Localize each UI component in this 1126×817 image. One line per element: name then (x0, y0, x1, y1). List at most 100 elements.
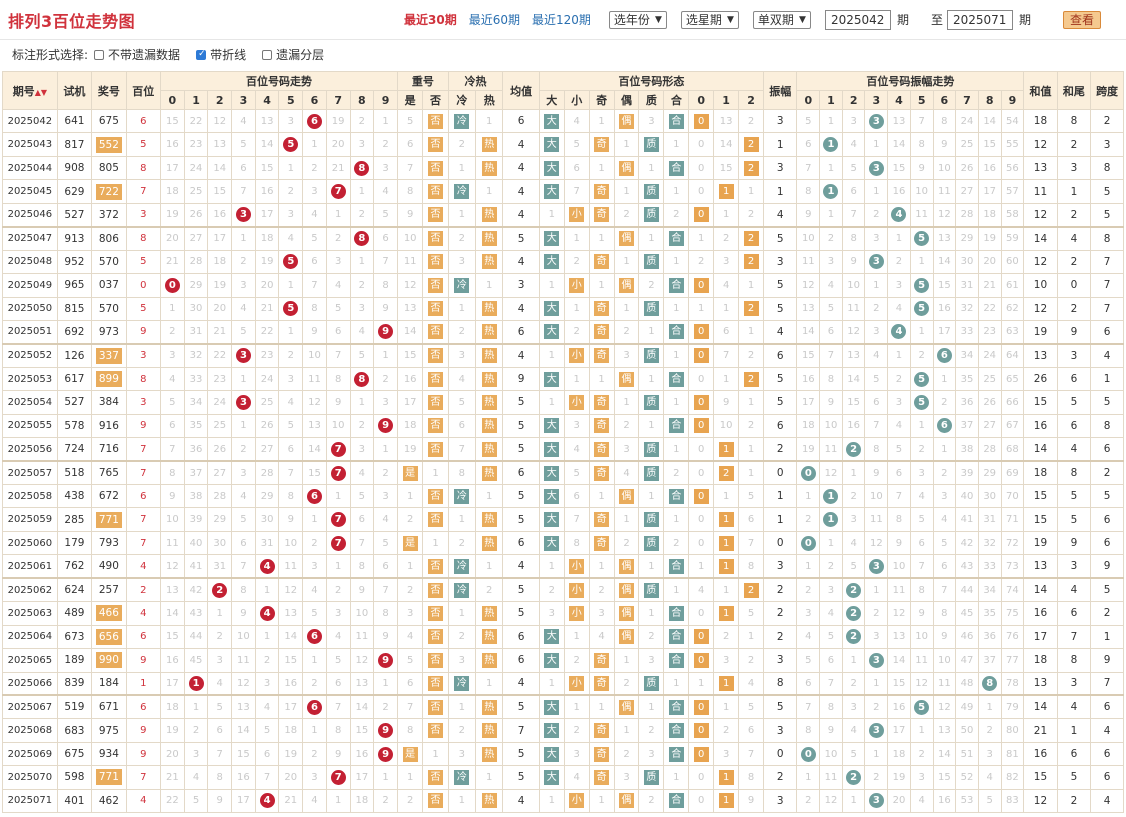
trend-cell: 2 (302, 155, 327, 181)
amptrend-cell: 28 (955, 202, 979, 228)
trend-cell: 36 (183, 437, 209, 462)
hotcold-cell: 热 (475, 601, 504, 626)
span-cell: 5 (1090, 577, 1124, 603)
amptrend-cell-marker: 2 (846, 441, 862, 457)
trend-cell: 1 (207, 601, 233, 626)
shape-cell: 大 (538, 413, 565, 439)
trend-cell: 8 (231, 577, 256, 603)
hotcold-cell: 1 (447, 296, 477, 321)
avg-cell: 5 (502, 437, 540, 462)
amptrend-cell: 10 (819, 741, 843, 767)
amptrend-cell: 16 (887, 179, 911, 204)
trend-cell: 10 (231, 624, 256, 650)
hotcold-cell: 1 (475, 554, 504, 579)
shape-cell: 大 (538, 225, 565, 251)
shape-cell-marker: 质 (643, 394, 659, 410)
issue-cell: 2025064 (2, 624, 58, 650)
amptrend-cell: 14 (932, 249, 957, 275)
amp-cell: 6 (763, 342, 798, 368)
tail-cell: 3 (1056, 342, 1092, 368)
repeat-cell: 否 (422, 601, 449, 626)
recent-30-link[interactable]: 最近30期 (404, 13, 457, 27)
miss-layer-checkbox[interactable]: 遗漏分层 (256, 46, 324, 63)
span-cell: 6 (1090, 694, 1124, 720)
shape-cell: 2 (713, 624, 740, 650)
trend-cell: 12 (278, 577, 304, 603)
trend-cell: 2 (207, 577, 233, 603)
shape-sub-header: 偶 (613, 90, 640, 110)
issue-header[interactable]: 期号▲▼ (2, 71, 58, 110)
repeat-cell: 否 (422, 342, 449, 368)
trend-cell: 5 (160, 390, 185, 415)
shape-cell-marker: 小 (569, 582, 585, 598)
amptrend-cell: 41 (955, 507, 979, 532)
amptrend-cell: 12 (819, 788, 843, 814)
repeat-cell: 否 (422, 390, 449, 415)
trial-cell: 724 (56, 437, 93, 462)
trend-cell: 1 (325, 554, 351, 579)
amptrend-cell: 7 (887, 483, 911, 509)
route-marker: 1 (718, 793, 734, 809)
hotcold-cell-marker: 冷 (454, 558, 470, 574)
shape-cell-marker: 奇 (594, 675, 610, 691)
trend-cell: 41 (183, 554, 209, 579)
shape-cell: 1 (638, 694, 665, 720)
shape-cell: 偶 (613, 366, 640, 392)
trend-cell: 13 (254, 108, 280, 134)
amptrend-cell: 1 (977, 694, 1002, 720)
trend-cell-marker: 9 (378, 418, 394, 434)
recent-120-link[interactable]: 最近120期 (531, 13, 591, 27)
shape-cell: 1 (713, 671, 740, 696)
trend-cell: 38 (183, 483, 209, 509)
amptrend-cell: 2 (819, 225, 843, 251)
shape-cell-marker: 合 (668, 160, 684, 176)
tail-cell: 4 (1056, 694, 1092, 720)
amptrend-cell: 2 (909, 437, 934, 462)
trend-cell: 2 (207, 624, 233, 650)
recent-60-link[interactable]: 最近60期 (468, 13, 520, 27)
trend-cell: 4 (254, 788, 280, 814)
shape-cell: 0 (688, 179, 715, 204)
amptrend-cell: 1 (796, 483, 821, 509)
shape-cell: 奇 (588, 718, 615, 743)
year-select[interactable]: 选年份 ▼ (608, 10, 667, 29)
trend-cell: 11 (349, 624, 375, 650)
avg-cell: 4 (502, 179, 540, 204)
hundreds-cell: 7 (125, 179, 162, 204)
no-miss-data-checkbox[interactable]: 不带遗漏数据 (88, 46, 180, 63)
trend-cell: 18 (160, 179, 185, 204)
shape-cell: 合 (663, 108, 690, 134)
shape-cell: 0 (688, 765, 715, 790)
repeat-cell-marker: 否 (428, 418, 443, 434)
from-period-input[interactable]: 2025042 (824, 9, 891, 30)
award-cell: 570 (91, 296, 127, 321)
amptrend-cell: 39 (955, 460, 979, 486)
trend-cell: 6 (302, 108, 327, 134)
route-marker: 1 (718, 184, 734, 200)
trend-cell: 18 (349, 788, 375, 814)
shape-cell-marker: 奇 (594, 746, 610, 762)
amptrend-cell: 59 (1000, 225, 1025, 251)
amptrend-cell: 1 (909, 718, 934, 743)
amptrend-cell: 2 (977, 718, 1002, 743)
shape-cell: 1 (588, 225, 615, 251)
shape-cell: 1 (613, 648, 640, 673)
trend-cell: 20 (325, 132, 351, 157)
trial-cell: 126 (56, 342, 93, 368)
amptrend-cell: 20 (977, 249, 1002, 275)
polyline-checkbox[interactable]: 带折线 (190, 46, 246, 63)
weekday-select[interactable]: 选星期 ▼ (680, 10, 739, 29)
view-button[interactable]: 查看 (1062, 10, 1101, 29)
amptrend-cell: 10 (864, 483, 889, 509)
hotcold-cell: 冷 (447, 179, 477, 204)
amptrend-cell: 26 (955, 155, 979, 181)
odd-even-period-select[interactable]: 单双期 ▼ (752, 10, 811, 29)
amp-cell: 5 (763, 296, 798, 321)
trend-cell: 1 (278, 155, 304, 181)
shape-cell: 4 (613, 460, 640, 486)
sum-cell: 26 (1023, 366, 1058, 392)
to-period-input[interactable]: 2025071 (946, 9, 1013, 30)
shape-cell: 1 (663, 390, 690, 415)
sum-cell: 12 (1023, 788, 1058, 814)
shape-cell: 1 (538, 554, 565, 579)
